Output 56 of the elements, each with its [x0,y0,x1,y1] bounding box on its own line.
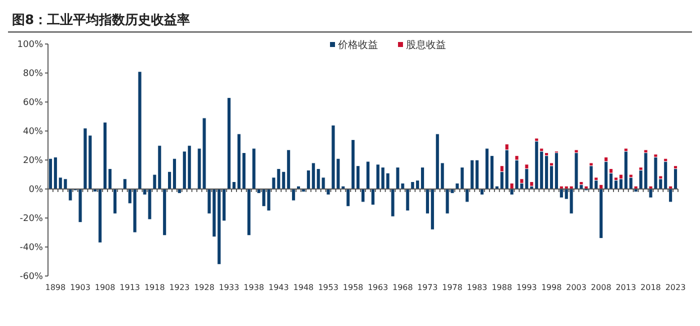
bar [406,188,410,211]
bar [326,188,330,196]
x-tick-label: 1923 [169,283,190,292]
x-tick-label: 2023 [665,283,686,292]
legend-label: 价格收益 [337,39,378,51]
x-tick-label: 1953 [318,283,338,292]
y-tick-label: -60% [20,272,44,282]
x-tick-label: 1908 [94,283,116,292]
bar [122,178,127,190]
bar [390,188,395,217]
bar [648,188,653,198]
x-tick-label: 2013 [616,283,636,292]
y-tick-label: 40% [22,127,44,138]
y-tick-label: -40% [20,243,44,254]
x-tick-label: 2018 [640,283,661,292]
x-tick-label: 1933 [218,283,240,292]
x-tick-label: 2008 [590,283,612,292]
x-tick-label: 1898 [45,283,66,292]
x-tick-label: 1948 [293,283,314,292]
bar [366,161,370,190]
x-tick-label: 1958 [342,283,364,292]
bar [360,188,366,202]
bar [162,188,167,236]
x-tick-label: 1963 [368,283,388,292]
bar [465,188,470,202]
bar [370,188,375,206]
y-tick-label: 0% [28,185,44,196]
bar [246,188,251,236]
x-tick-label: 1993 [516,283,537,292]
bar [292,188,296,201]
x-tick-label: 1998 [541,283,562,292]
y-tick-label: 100% [17,40,44,50]
x-tick-label: 1973 [417,283,438,292]
bar [668,188,673,202]
bar [599,188,604,239]
bar [112,188,118,214]
x-tick-label: 1903 [70,283,90,292]
x-tick-label: 1938 [244,283,264,292]
x-tick-label: 1913 [120,283,140,292]
bar [138,71,142,190]
bar [252,148,256,190]
x-tick-label: 1983 [466,283,488,292]
x-tick-label: 1918 [144,283,165,292]
y-tick-label: 20% [22,156,44,166]
y-tick-label: 60% [22,98,44,108]
y-tick-label: -20% [20,214,44,224]
chart-title: 图8：工业平均指数历史收益率 [12,12,190,28]
y-tick-label: 80% [22,69,44,80]
x-tick-label: 1988 [492,283,512,292]
legend-label: 股息收益 [406,39,446,51]
x-tick-label: 1978 [442,283,462,292]
x-tick-label: 1943 [268,283,289,292]
bar [346,188,350,207]
x-tick-label: 2003 [566,283,586,292]
x-tick-label: 1968 [392,283,413,292]
x-tick-label: 1928 [194,283,214,292]
